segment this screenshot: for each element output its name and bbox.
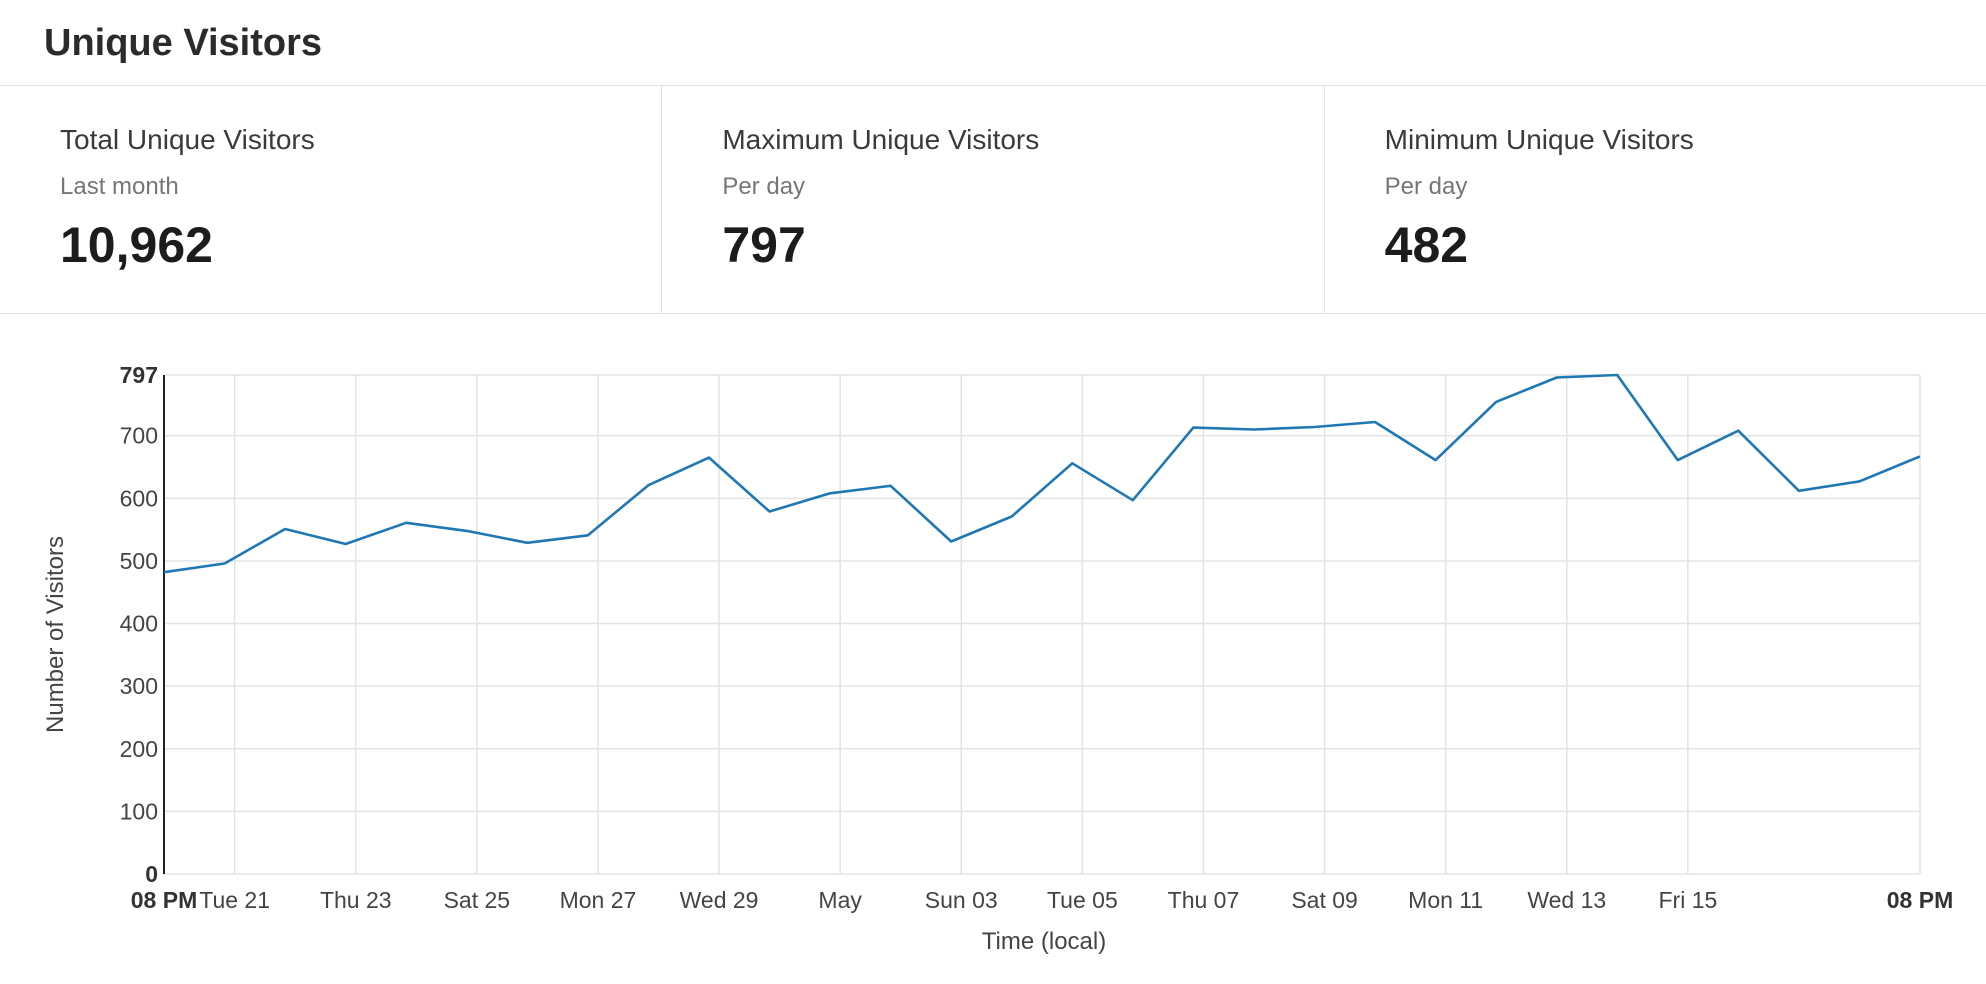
x-tick-label: Tue 05: [1047, 887, 1118, 913]
x-tick-label: May: [818, 887, 862, 913]
stat-label: Minimum Unique Visitors: [1384, 124, 1694, 155]
stat-sublabel: Per day: [722, 173, 806, 200]
visitors-series-line: [163, 373, 1921, 574]
page-title: Unique Visitors: [44, 22, 323, 64]
y-axis-title: Number of Visitors: [42, 536, 69, 733]
x-tick-label: Sat 09: [1291, 887, 1358, 913]
x-tick-label: Fri 15: [1658, 887, 1717, 913]
y-tick-label: 200: [120, 736, 158, 762]
x-tick-label: 08 PM: [131, 887, 197, 913]
page-header: Unique Visitors: [0, 0, 1986, 86]
stat-label: Total Unique Visitors: [60, 124, 315, 155]
x-tick-label: Sun 03: [925, 887, 998, 913]
x-tick-label: Wed 29: [680, 887, 759, 913]
y-tick-label: 797: [120, 362, 158, 388]
y-tick-label: 0: [145, 861, 158, 887]
y-tick-label: 400: [120, 611, 158, 637]
x-tick-label: Thu 07: [1168, 887, 1240, 913]
stat-card-maximum: Maximum Unique Visitors Per day 797: [662, 86, 1325, 313]
x-axis-title: Time (local): [982, 928, 1106, 955]
stat-sublabel: Per day: [1384, 173, 1468, 200]
y-tick-label: 100: [120, 798, 158, 824]
y-tick-label: 500: [120, 548, 158, 574]
stat-card-minimum: Minimum Unique Visitors Per day 482: [1325, 86, 1986, 313]
x-tick-label: Sat 25: [444, 887, 511, 913]
y-tick-label: 600: [120, 485, 158, 511]
stat-value: 797: [722, 217, 806, 273]
x-tick-label: Mon 11: [1408, 887, 1483, 913]
stats-row: Total Unique Visitors Last month 10,962 …: [0, 86, 1986, 314]
stat-label: Maximum Unique Visitors: [722, 124, 1040, 155]
stat-value: 482: [1384, 217, 1469, 273]
x-tick-label: Tue 21: [199, 887, 270, 913]
y-tick-label: 300: [120, 673, 158, 699]
x-tick-label: Mon 27: [560, 887, 637, 913]
x-tick-label: 08 PM: [1887, 887, 1953, 913]
y-tick-label: 700: [120, 423, 158, 449]
stat-card-total: Total Unique Visitors Last month 10,962: [0, 86, 663, 313]
x-tick-label: Thu 23: [320, 887, 392, 913]
stat-value: 10,962: [60, 217, 213, 273]
stat-sublabel: Last month: [60, 173, 179, 200]
x-tick-label: Wed 13: [1527, 887, 1606, 913]
